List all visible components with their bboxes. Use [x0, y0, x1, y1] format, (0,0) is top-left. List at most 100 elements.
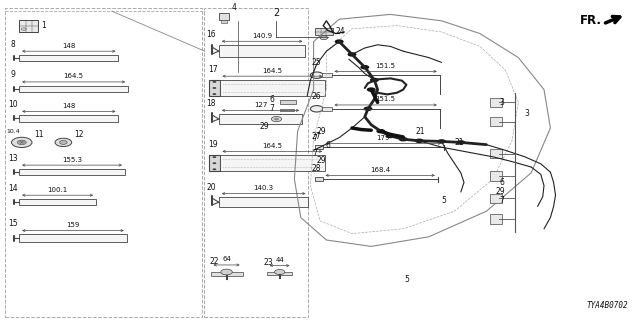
Text: 64: 64 — [222, 256, 231, 262]
Bar — [315, 177, 323, 181]
Bar — [219, 114, 302, 124]
Bar — [490, 194, 502, 203]
Circle shape — [212, 162, 216, 164]
Text: 7: 7 — [312, 134, 317, 143]
Text: 7: 7 — [312, 149, 317, 158]
Text: 18: 18 — [207, 100, 216, 108]
Circle shape — [376, 129, 385, 133]
Circle shape — [335, 39, 344, 44]
Bar — [219, 197, 308, 207]
Bar — [280, 109, 294, 111]
Text: 100.1: 100.1 — [47, 187, 68, 193]
Text: 7: 7 — [269, 104, 274, 113]
Circle shape — [212, 87, 216, 89]
Text: 7: 7 — [499, 196, 504, 205]
Text: 5: 5 — [442, 196, 447, 205]
Text: 44: 44 — [275, 257, 284, 263]
Circle shape — [212, 93, 216, 95]
Text: 164.5: 164.5 — [63, 73, 84, 79]
Bar — [221, 20, 227, 23]
Bar — [19, 20, 38, 32]
Circle shape — [360, 65, 369, 69]
Bar — [490, 214, 502, 224]
Text: 25: 25 — [312, 58, 321, 67]
Text: 21: 21 — [454, 138, 464, 147]
Text: 155.3: 155.3 — [62, 156, 82, 163]
Circle shape — [212, 81, 216, 83]
Text: 26: 26 — [312, 92, 321, 101]
Text: 13: 13 — [8, 154, 18, 163]
Circle shape — [310, 106, 323, 112]
Text: 10.4: 10.4 — [6, 129, 20, 134]
Bar — [315, 145, 323, 149]
Bar — [267, 272, 292, 275]
Text: 15: 15 — [8, 219, 18, 228]
Circle shape — [399, 137, 408, 141]
Bar — [209, 80, 220, 96]
Text: 28: 28 — [312, 164, 321, 173]
Text: TYA4B0702: TYA4B0702 — [587, 301, 628, 310]
Text: 2: 2 — [273, 8, 280, 18]
Text: 6: 6 — [269, 95, 274, 104]
Text: 14: 14 — [8, 184, 18, 193]
Bar — [220, 155, 325, 171]
Circle shape — [271, 116, 282, 122]
Bar — [209, 155, 220, 171]
Text: 6: 6 — [325, 141, 330, 150]
Text: 3: 3 — [525, 109, 530, 118]
Circle shape — [60, 140, 67, 144]
Text: 24: 24 — [335, 27, 345, 36]
Circle shape — [348, 52, 356, 57]
Bar — [220, 80, 325, 96]
Text: 3: 3 — [499, 98, 504, 107]
Text: 8: 8 — [10, 40, 15, 49]
Circle shape — [367, 87, 376, 92]
Text: FR.: FR. — [580, 14, 602, 27]
Text: 12: 12 — [74, 130, 84, 139]
Text: 29: 29 — [317, 156, 326, 165]
Bar — [280, 100, 296, 104]
Text: 23: 23 — [264, 258, 273, 267]
Text: 179: 179 — [376, 135, 390, 141]
Bar — [490, 171, 502, 181]
Bar — [490, 98, 502, 107]
Text: 10: 10 — [8, 100, 18, 109]
Text: 1: 1 — [41, 21, 45, 30]
Circle shape — [364, 107, 372, 111]
Bar — [490, 149, 502, 158]
Text: 17: 17 — [208, 65, 218, 74]
Circle shape — [21, 28, 26, 30]
Text: 29: 29 — [259, 122, 269, 131]
Text: 148: 148 — [62, 103, 76, 109]
Text: 151.5: 151.5 — [376, 96, 396, 102]
Text: 29: 29 — [496, 188, 506, 196]
Text: 5: 5 — [404, 275, 410, 284]
Bar — [315, 28, 333, 35]
Bar — [219, 13, 229, 20]
Text: 140.9: 140.9 — [252, 33, 272, 39]
Text: 16: 16 — [206, 30, 216, 39]
Bar — [322, 107, 332, 111]
Text: 168.4: 168.4 — [370, 167, 390, 173]
Text: 127: 127 — [254, 102, 267, 108]
Circle shape — [212, 168, 216, 170]
Circle shape — [370, 78, 379, 82]
Bar — [219, 45, 305, 57]
Text: 148: 148 — [62, 43, 76, 49]
Bar — [19, 199, 96, 205]
Bar — [211, 272, 243, 276]
Circle shape — [437, 139, 446, 144]
Circle shape — [275, 118, 278, 120]
Text: 22: 22 — [209, 257, 219, 266]
Circle shape — [386, 134, 395, 138]
Text: 9: 9 — [10, 70, 15, 79]
Bar — [19, 86, 128, 92]
Circle shape — [55, 138, 72, 147]
Text: 20: 20 — [206, 183, 216, 192]
Text: 151.5: 151.5 — [376, 63, 396, 69]
Bar — [204, 8, 308, 317]
Text: 159: 159 — [67, 222, 79, 228]
Bar — [19, 234, 127, 243]
Bar — [19, 55, 118, 61]
Bar — [322, 73, 332, 77]
